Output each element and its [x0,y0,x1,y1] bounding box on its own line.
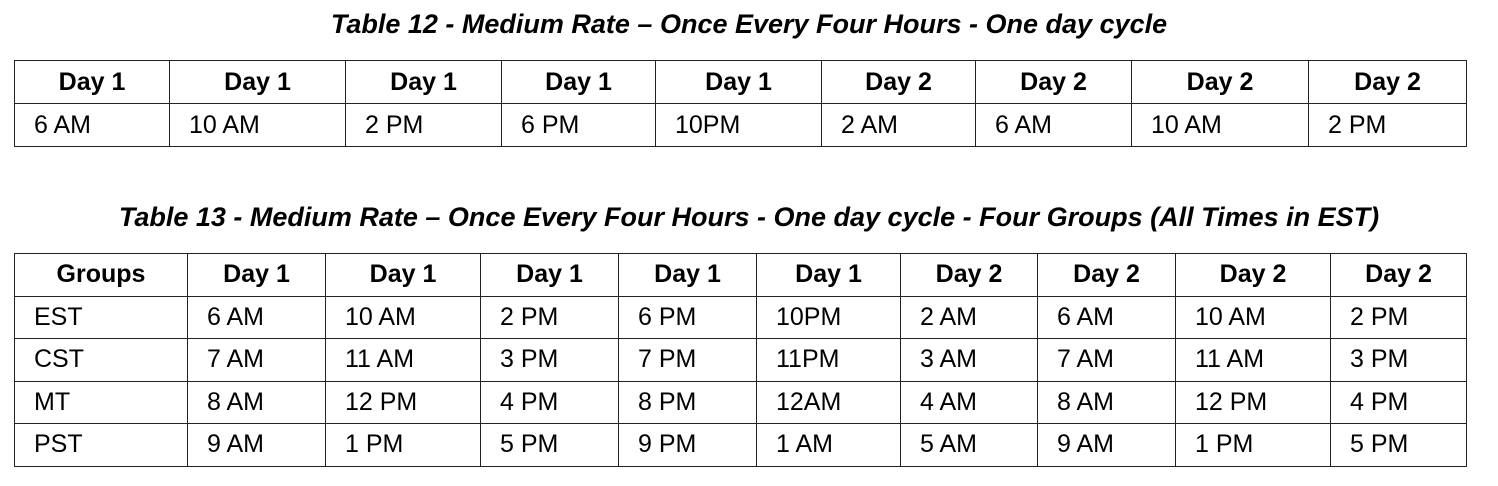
table-12: Day 1 Day 1 Day 1 Day 1 Day 1 Day 2 Day … [14,60,1467,147]
column-header: Day 1 [480,253,619,297]
table-cell: 12 PM [1175,380,1331,424]
table-cell: 6 AM [1037,295,1176,339]
column-header: Day 2 [1131,60,1309,104]
column-header: Day 2 [1330,253,1467,297]
column-header: Day 1 [501,60,656,104]
table-cell: 11 AM [1175,338,1331,382]
table-cell: 6 PM [501,103,656,147]
table-cell: 8 PM [618,380,757,424]
group-cell: CST [14,338,188,382]
column-header: Day 2 [1175,253,1331,297]
table-cell: 3 PM [480,338,619,382]
column-header: Day 1 [345,60,502,104]
table-cell: 4 PM [480,380,619,424]
table-cell: 6 AM [187,295,326,339]
column-header: Day 2 [900,253,1038,297]
group-cell: PST [14,423,188,467]
table-cell: 10 AM [169,103,346,147]
table-cell: 6 AM [975,103,1132,147]
table-cell: 8 AM [1037,380,1176,424]
table-cell: 5 PM [1330,423,1467,467]
table-cell: 3 AM [900,338,1038,382]
column-header: Day 2 [821,60,976,104]
table-cell: 11 AM [325,338,481,382]
table-cell: 12AM [756,380,901,424]
table-cell: 10 AM [1131,103,1309,147]
table-cell: 6 AM [14,103,170,147]
column-header: Day 2 [1308,60,1467,104]
column-header: Day 1 [169,60,346,104]
table-cell: 9 AM [187,423,326,467]
column-header: Day 1 [187,253,326,297]
table-cell: 10 AM [325,295,481,339]
table-cell: 7 PM [618,338,757,382]
group-cell: EST [14,295,188,339]
table-cell: 8 AM [187,380,326,424]
table-cell: 10PM [756,295,901,339]
table-cell: 9 PM [618,423,757,467]
table-row: 6 AM 10 AM 2 PM 6 PM 10PM 2 AM 6 AM 10 A… [14,103,1467,147]
column-header: Groups [14,253,188,297]
table-cell: 2 AM [900,295,1038,339]
column-header: Day 1 [655,60,822,104]
table-cell: 5 AM [900,423,1038,467]
table-cell: 9 AM [1037,423,1176,467]
table-cell: 12 PM [325,380,481,424]
table-cell: 1 PM [1175,423,1331,467]
table-cell: 2 PM [345,103,502,147]
table-row: EST 6 AM 10 AM 2 PM 6 PM 10PM 2 AM 6 AM … [14,295,1467,339]
table-cell: 10 AM [1175,295,1331,339]
column-header: Day 1 [618,253,757,297]
table-cell: 6 PM [618,295,757,339]
table-cell: 2 PM [480,295,619,339]
table-cell: 3 PM [1330,338,1467,382]
table-13-caption: Table 13 - Medium Rate – Once Every Four… [118,202,1380,232]
table-cell: 7 AM [1037,338,1176,382]
table-cell: 5 PM [480,423,619,467]
table-cell: 7 AM [187,338,326,382]
table-cell: 2 PM [1308,103,1467,147]
table-cell: 4 PM [1330,380,1467,424]
column-header: Day 2 [1037,253,1176,297]
table-row: CST 7 AM 11 AM 3 PM 7 PM 11PM 3 AM 7 AM … [14,338,1467,382]
table-header-row: Groups Day 1 Day 1 Day 1 Day 1 Day 1 Day… [14,253,1467,297]
column-header: Day 1 [756,253,901,297]
table-cell: 11PM [756,338,901,382]
table-12-caption: Table 12 - Medium Rate – Once Every Four… [330,9,1168,39]
table-row: PST 9 AM 1 PM 5 PM 9 PM 1 AM 5 AM 9 AM 1… [14,423,1467,467]
table-cell: 1 AM [756,423,901,467]
column-header: Day 1 [325,253,481,297]
group-cell: MT [14,380,188,424]
table-cell: 2 AM [821,103,976,147]
table-cell: 2 PM [1330,295,1467,339]
table-cell: 4 AM [900,380,1038,424]
table-13: Groups Day 1 Day 1 Day 1 Day 1 Day 1 Day… [14,253,1467,467]
table-cell: 1 PM [325,423,481,467]
column-header: Day 1 [14,60,170,104]
table-row: MT 8 AM 12 PM 4 PM 8 PM 12AM 4 AM 8 AM 1… [14,380,1467,424]
table-header-row: Day 1 Day 1 Day 1 Day 1 Day 1 Day 2 Day … [14,60,1467,104]
column-header: Day 2 [975,60,1132,104]
table-cell: 10PM [655,103,822,147]
